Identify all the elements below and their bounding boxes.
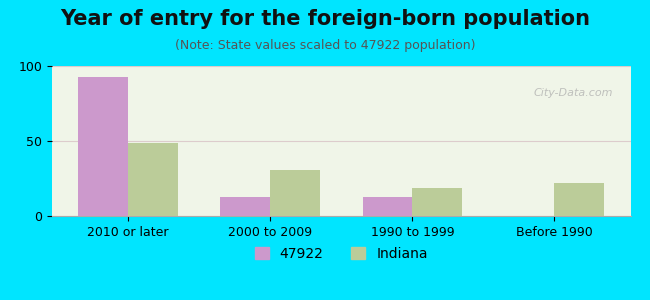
Bar [78, 76, 128, 216]
Bar [554, 183, 604, 216]
Text: Year of entry for the foreign-born population: Year of entry for the foreign-born popul… [60, 9, 590, 29]
Bar [412, 188, 462, 216]
Bar [220, 196, 270, 216]
Bar [128, 142, 178, 216]
Text: (Note: State values scaled to 47922 population): (Note: State values scaled to 47922 popu… [175, 39, 475, 52]
Text: City-Data.com: City-Data.com [534, 88, 613, 98]
Legend: 47922, Indiana: 47922, Indiana [249, 241, 434, 266]
Bar [270, 169, 320, 216]
Bar [363, 196, 412, 216]
